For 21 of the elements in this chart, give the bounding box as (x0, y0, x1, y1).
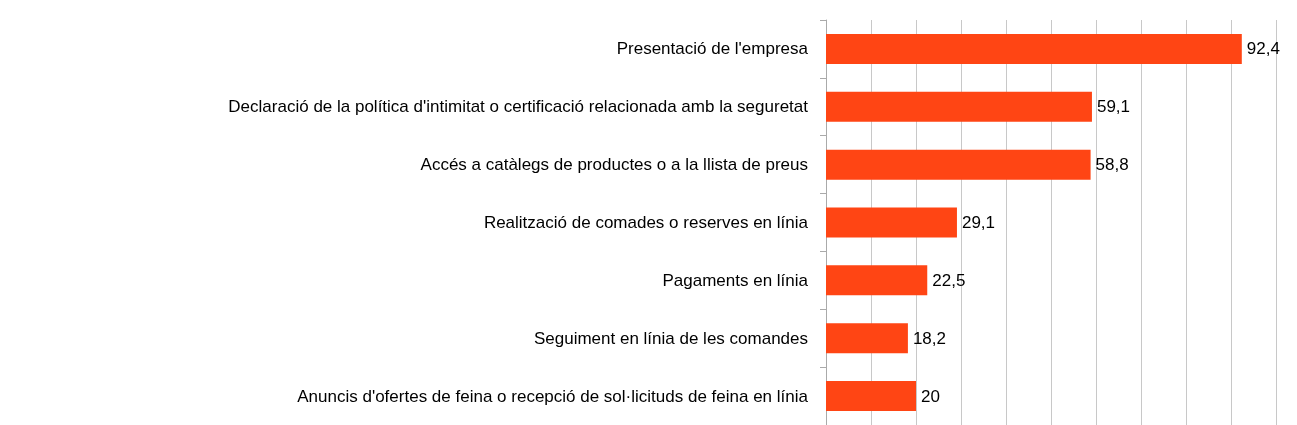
data-label: 29,1 (961, 213, 996, 232)
bar (826, 381, 916, 412)
bar (826, 33, 1242, 64)
y-tick-label: Anuncis d'ofertes de feina o recepció de sol·licituds de feina en línia (297, 386, 809, 406)
bar (826, 265, 928, 296)
y-tick-label: Pagaments en línia (662, 270, 809, 290)
data-label: 59,1 (1096, 97, 1131, 117)
y-tick-label: Declaració de la política d'intimitat o certificació relacionada amb la seguretat (228, 97, 809, 117)
data-label: 18,2 (912, 328, 946, 348)
data-label: 92,4 (1246, 39, 1280, 59)
data-label: 58,8 (1095, 155, 1129, 175)
bar (826, 149, 1091, 180)
data-label: 22,5 (932, 270, 966, 290)
y-tick-label: Realització de comades o reserves en línia (483, 213, 809, 232)
y-tick-label: Accés a catàlegs de productes o a la llista de preus (420, 155, 808, 175)
y-tick-label: Presentació de l'empresa (616, 39, 809, 59)
y-tick-label: Seguiment en línia de les comandes (533, 328, 808, 348)
data-label: 20 (921, 386, 940, 406)
bar (826, 91, 1092, 122)
bar (826, 207, 957, 238)
bar (826, 323, 908, 354)
